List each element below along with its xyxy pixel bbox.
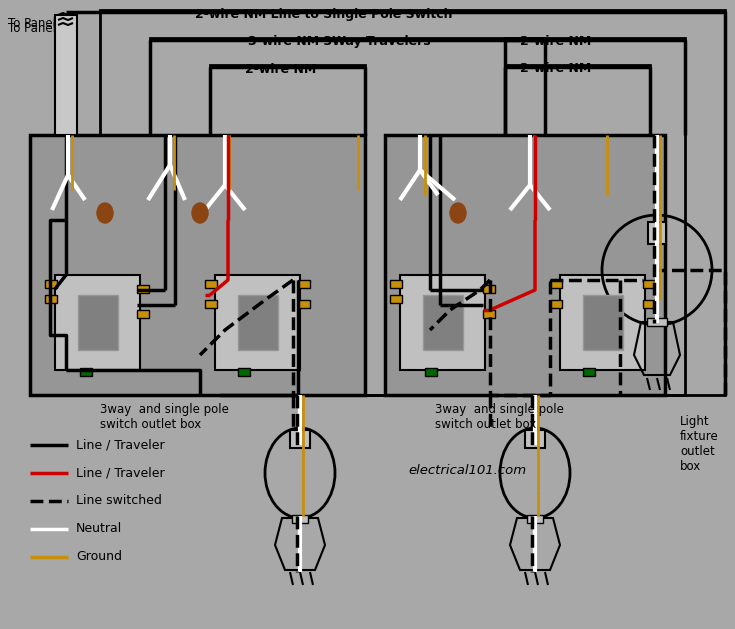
Text: Ground: Ground [76, 550, 122, 564]
Text: To Panel: To Panel [8, 22, 56, 35]
Bar [290, 430, 310, 448]
Text: 2-wire NM: 2-wire NM [520, 62, 591, 75]
Bar [238, 295, 278, 350]
Text: 2-wire NM: 2-wire NM [245, 63, 316, 76]
Bar [550, 300, 562, 308]
Bar [205, 300, 217, 308]
Bar [423, 295, 463, 350]
Bar [292, 515, 308, 523]
Bar [390, 295, 402, 303]
Bar [298, 280, 310, 288]
Bar [390, 280, 402, 288]
Bar [505, 38, 685, 395]
Text: Line / Traveler: Line / Traveler [76, 467, 165, 479]
Bar [483, 310, 495, 318]
Text: 3-wire NM 3Way Travelers: 3-wire NM 3Way Travelers [248, 35, 431, 48]
Bar [210, 65, 365, 395]
Bar [205, 280, 217, 288]
Bar [647, 318, 667, 326]
Ellipse shape [97, 203, 113, 223]
Text: 2-wire NM: 2-wire NM [520, 35, 591, 48]
Bar [238, 368, 250, 376]
Bar [550, 280, 562, 288]
Bar [648, 222, 666, 244]
Text: Neutral: Neutral [76, 523, 122, 535]
Bar [55, 275, 140, 370]
Bar [45, 295, 57, 303]
Bar [643, 280, 655, 288]
Bar [78, 295, 118, 350]
Bar [483, 285, 495, 293]
Bar [560, 275, 645, 370]
Bar [385, 135, 665, 395]
Bar [505, 65, 650, 395]
Text: electrical101.com: electrical101.com [408, 464, 526, 477]
Ellipse shape [192, 203, 208, 223]
Text: 3way  and single pole
switch outlet box: 3way and single pole switch outlet box [435, 403, 564, 431]
Bar [215, 275, 300, 370]
Text: To Panel: To Panel [8, 17, 56, 30]
Text: Line switched: Line switched [76, 494, 162, 508]
Bar [80, 368, 92, 376]
Bar [298, 300, 310, 308]
Bar [137, 310, 149, 318]
Bar [425, 368, 437, 376]
Bar [45, 280, 57, 288]
Bar [643, 300, 655, 308]
Text: 2-wire NM Line to Single Pole Switch: 2-wire NM Line to Single Pole Switch [195, 8, 453, 21]
Text: 3way  and single pole
switch outlet box: 3way and single pole switch outlet box [100, 403, 229, 431]
Ellipse shape [450, 203, 466, 223]
Bar [583, 368, 595, 376]
Bar [525, 430, 545, 448]
Text: Line / Traveler: Line / Traveler [76, 438, 165, 452]
Bar [527, 515, 543, 523]
Bar [583, 295, 623, 350]
Bar [137, 285, 149, 293]
Text: Light
fixture
outlet
box: Light fixture outlet box [680, 415, 719, 473]
Bar [150, 38, 545, 395]
Bar [100, 10, 725, 395]
Bar [55, 15, 77, 135]
Bar [30, 135, 365, 395]
Bar [400, 275, 485, 370]
